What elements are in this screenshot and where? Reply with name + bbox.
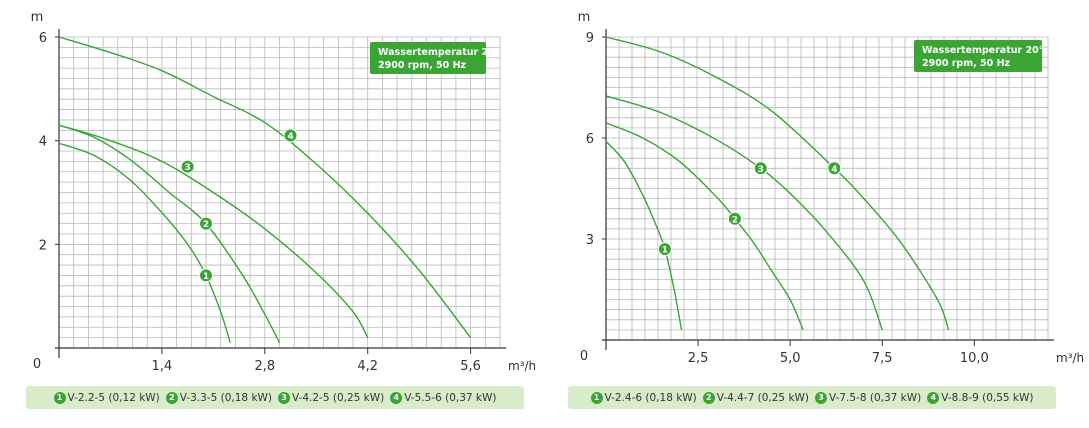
legend-label: V-7.5-8 (0,37 kW) [829,391,922,404]
series-marker-label-1: 1 [662,246,668,256]
y-tick-label: 6 [39,31,47,46]
y-tick-label: 3 [586,233,594,248]
y-axis-label: m [578,10,591,25]
series-marker-4 [827,161,842,176]
series-line-4 [605,36,950,331]
x-axis-label: m³/h [508,359,536,373]
legend-label: V-4.4-7 (0,25 kW) [716,391,809,404]
y-tick-label: 6 [586,132,594,147]
series-marker-3 [753,161,768,176]
x-tick-label: 2,8 [254,359,275,374]
legend-item: 3 V-7.5-8 (0,37 kW) [815,391,922,404]
legend-item: 2 V-3.3-5 (0,18 kW) [165,391,272,404]
series-marker-2 [199,216,213,231]
x-tick-label: 2,5 [688,351,709,366]
legend-marker-4: 4 [390,391,403,404]
series-line-2 [58,124,281,344]
legend-item: 4 V-5.5-6 (0,37 kW) [390,391,497,404]
info-box-line-2: 2900 rpm, 50 Hz [922,58,1011,69]
series-marker-label-4: 4 [831,165,837,175]
series-marker-label-3: 3 [184,163,190,173]
info-box-line-1: Wassertemperatur 20° [922,45,1043,56]
x-tick-label: 7,5 [872,351,893,366]
y-tick-label: 4 [39,135,47,150]
legend-marker-2: 2 [165,391,178,404]
series-marker-label-1: 1 [203,272,209,282]
legend-marker-3: 3 [278,391,290,404]
info-box [370,42,486,74]
series-marker-1 [199,268,213,283]
legend-marker-1: 1 [590,391,603,404]
series-marker-label-3: 3 [758,165,764,175]
x-tick-label: 10,0 [960,351,989,366]
series-line-1 [605,140,683,331]
series-line-1 [58,142,231,344]
legend-label: V-8.8-9 (0,55 kW) [941,391,1034,404]
legend-item: 4 V-8.8-9 (0,55 kW) [927,391,1034,404]
series-line-4 [58,36,472,339]
x-tick-label: 1,4 [152,359,173,374]
legend-item: 1 V-2.4-6 (0,18 kW) [590,391,697,404]
x-axis-label: m³/h [1056,351,1084,365]
legend-marker-4: 4 [927,391,940,404]
y-tick-label: 2 [39,238,47,253]
x-tick-label: 4,2 [357,359,378,374]
legend-label: V-5.5-6 (0,37 kW) [404,391,497,404]
x-tick-label: 5,0 [780,351,801,366]
origin-label: 0 [33,357,41,372]
series-marker-label-2: 2 [203,220,209,230]
legend-label: V-2.2-5 (0,12 kW) [67,391,160,404]
series-marker-label-2: 2 [732,215,738,225]
info-box [914,40,1042,72]
series-marker-label-4: 4 [287,132,293,142]
legend-marker-2: 2 [702,391,715,404]
legend-marker-3: 3 [815,391,827,404]
info-box-line-2: 2900 rpm, 50 Hz [378,60,467,71]
y-axis-label: m [31,10,44,25]
y-tick-label: 9 [586,31,594,46]
legend-item: 3 V-4.2-5 (0,25 kW) [278,391,385,404]
series-marker-4 [283,128,298,143]
legend-item: 2 V-4.4-7 (0,25 kW) [702,391,809,404]
legend-label: V-3.3-5 (0,18 kW) [179,391,272,404]
legend-marker-1: 1 [53,391,66,404]
series-marker-3 [180,159,195,174]
series-line-2 [605,122,804,331]
legend-item: 1 V-2.2-5 (0,12 kW) [53,391,160,404]
series-line-3 [58,124,369,338]
info-box-line-1: Wassertemperatur 20° [378,47,499,58]
series-line-3 [605,95,883,331]
legend-label: V-2.4-6 (0,18 kW) [604,391,697,404]
series-marker-2 [727,211,742,226]
origin-label: 0 [580,349,588,364]
x-tick-label: 5,6 [460,359,481,374]
legend-label: V-4.2-5 (0,25 kW) [292,391,385,404]
series-marker-1 [657,242,672,257]
